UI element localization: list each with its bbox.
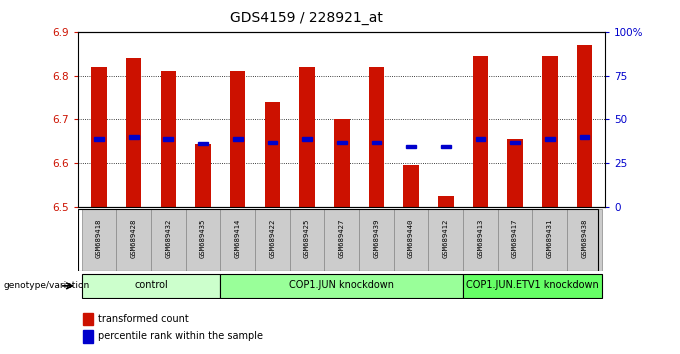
Text: GSM689422: GSM689422 — [269, 219, 275, 258]
Text: COP1.JUN.ETV1 knockdown: COP1.JUN.ETV1 knockdown — [466, 280, 599, 290]
Bar — [230, 71, 245, 207]
Text: COP1.JUN knockdown: COP1.JUN knockdown — [289, 280, 394, 290]
Bar — [406, 145, 416, 148]
Text: GSM689438: GSM689438 — [581, 219, 588, 258]
Bar — [577, 45, 592, 207]
Bar — [82, 274, 220, 298]
Bar — [475, 137, 486, 141]
Text: GSM689417: GSM689417 — [512, 219, 518, 258]
Bar — [265, 102, 280, 207]
Bar — [198, 142, 208, 145]
Bar — [359, 209, 394, 271]
Bar — [369, 67, 384, 207]
Bar — [163, 137, 173, 141]
Bar — [507, 139, 523, 207]
Bar — [498, 209, 532, 271]
Text: GSM689435: GSM689435 — [200, 219, 206, 258]
Bar — [394, 209, 428, 271]
Bar — [567, 209, 602, 271]
Bar — [324, 209, 359, 271]
Bar — [579, 135, 590, 139]
Text: GSM689418: GSM689418 — [96, 219, 102, 258]
Text: GSM689413: GSM689413 — [477, 219, 483, 258]
Bar — [438, 196, 454, 207]
Bar — [151, 209, 186, 271]
Bar — [463, 209, 498, 271]
Bar — [542, 56, 558, 207]
Bar — [160, 71, 176, 207]
Text: GSM689440: GSM689440 — [408, 219, 414, 258]
Bar — [302, 137, 312, 141]
Text: GSM689412: GSM689412 — [443, 219, 449, 258]
Bar — [91, 67, 107, 207]
Bar — [441, 145, 451, 148]
Text: GSM689425: GSM689425 — [304, 219, 310, 258]
Bar — [403, 165, 419, 207]
Bar — [463, 274, 602, 298]
Bar — [334, 120, 350, 207]
Bar — [428, 209, 463, 271]
Text: GDS4159 / 228921_at: GDS4159 / 228921_at — [230, 11, 382, 25]
Bar — [195, 144, 211, 207]
Bar — [255, 209, 290, 271]
Bar — [220, 209, 255, 271]
Text: genotype/variation: genotype/variation — [3, 281, 90, 290]
Text: transformed count: transformed count — [98, 314, 189, 324]
Bar — [186, 209, 220, 271]
Bar — [129, 135, 139, 139]
Bar — [545, 137, 555, 141]
Bar — [94, 137, 104, 141]
Bar — [116, 209, 151, 271]
Bar — [290, 209, 324, 271]
Text: GSM689431: GSM689431 — [547, 219, 553, 258]
Bar — [126, 58, 141, 207]
Bar — [82, 209, 116, 271]
Text: control: control — [134, 280, 168, 290]
Bar — [510, 141, 520, 144]
Bar — [267, 141, 277, 144]
Bar — [371, 141, 381, 144]
Bar — [84, 330, 93, 343]
Text: GSM689428: GSM689428 — [131, 219, 137, 258]
Text: GSM689432: GSM689432 — [165, 219, 171, 258]
Bar — [299, 67, 315, 207]
Bar — [84, 313, 93, 325]
Bar — [233, 137, 243, 141]
Text: percentile rank within the sample: percentile rank within the sample — [98, 331, 263, 341]
Text: GSM689439: GSM689439 — [373, 219, 379, 258]
Text: GSM689414: GSM689414 — [235, 219, 241, 258]
Bar — [337, 141, 347, 144]
Bar — [220, 274, 463, 298]
Bar — [473, 56, 488, 207]
Bar — [532, 209, 567, 271]
Text: GSM689427: GSM689427 — [339, 219, 345, 258]
